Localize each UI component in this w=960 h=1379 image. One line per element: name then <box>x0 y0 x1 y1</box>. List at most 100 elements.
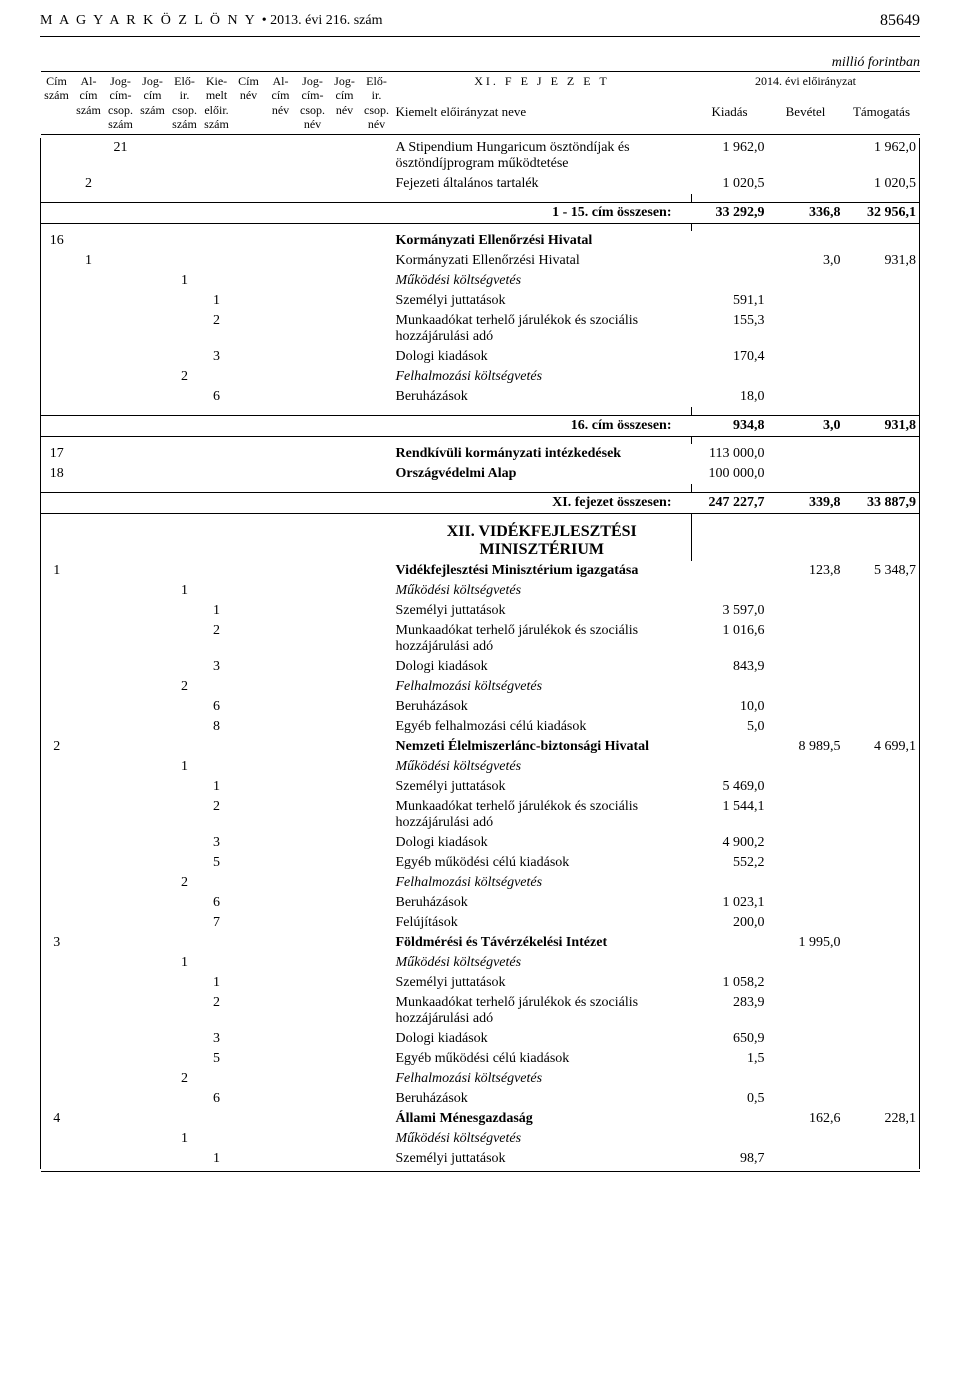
row-desc: Személyi juttatások <box>393 291 692 311</box>
code-cell <box>169 893 201 913</box>
code-cell <box>137 291 169 311</box>
code-cell: 5 <box>201 853 233 873</box>
table-body: 21A Stipendium Hungaricum ösztöndíjak és… <box>41 138 920 1171</box>
code-cell <box>201 231 233 251</box>
code-cell <box>105 697 137 717</box>
code-cell <box>329 387 361 407</box>
value-kiadas: 113 000,0 <box>692 444 768 464</box>
col-h10: Jog-cím név <box>329 72 361 135</box>
code-cell <box>297 347 329 367</box>
code-cell <box>201 138 233 174</box>
value-tamogatas <box>844 797 920 833</box>
code-cell <box>329 757 361 777</box>
code-cell <box>329 138 361 174</box>
row-desc: Vidékfejlesztési Minisztérium igazgatása <box>393 561 692 581</box>
code-cell <box>361 347 393 367</box>
code-cell <box>73 1069 105 1089</box>
value-bevetel <box>768 913 844 933</box>
value-bevetel: 3,0 <box>768 251 844 271</box>
value-tamogatas: 5 348,7 <box>844 561 920 581</box>
table-row: 1Személyi juttatások591,1 <box>41 291 920 311</box>
value-bevetel <box>768 387 844 407</box>
code-cell <box>105 1049 137 1069</box>
code-cell <box>361 1149 393 1169</box>
value-tamogatas <box>844 757 920 777</box>
code-cell <box>73 873 105 893</box>
code-cell <box>361 1109 393 1129</box>
code-cell <box>233 347 265 367</box>
code-cell <box>137 993 169 1029</box>
code-cell <box>361 251 393 271</box>
code-cell <box>201 1129 233 1149</box>
code-cell <box>329 464 361 484</box>
value-bevetel <box>768 601 844 621</box>
code-cell <box>105 933 137 953</box>
code-cell <box>73 1029 105 1049</box>
row-desc: Felhalmozási költségvetés <box>393 367 692 387</box>
value-bevetel <box>768 138 844 174</box>
code-cell <box>105 387 137 407</box>
code-cell <box>73 757 105 777</box>
code-cell <box>201 933 233 953</box>
spacer-row <box>41 484 920 492</box>
code-cell <box>297 1029 329 1049</box>
code-cell <box>41 993 73 1029</box>
code-cell <box>329 1149 361 1169</box>
value-kiadas <box>692 677 768 697</box>
code-cell <box>265 993 297 1029</box>
code-cell <box>297 387 329 407</box>
code-cell <box>329 913 361 933</box>
code-cell <box>73 1109 105 1129</box>
code-cell <box>73 717 105 737</box>
code-cell <box>201 367 233 387</box>
code-cell <box>105 993 137 1029</box>
row-desc: Fejezeti általános tartalék <box>393 174 692 194</box>
code-cell <box>297 1049 329 1069</box>
code-cell <box>105 601 137 621</box>
code-cell <box>265 251 297 271</box>
row-desc: Egyéb felhalmozási célú kiadások <box>393 717 692 737</box>
code-cell <box>169 621 201 657</box>
code-cell: 1 <box>169 1129 201 1149</box>
code-cell <box>329 1109 361 1129</box>
code-cell <box>169 387 201 407</box>
code-cell <box>233 174 265 194</box>
sum-v1: 934,8 <box>692 415 768 436</box>
row-desc: Működési költségvetés <box>393 581 692 601</box>
code-cell <box>233 833 265 853</box>
sum-v1: 33 292,9 <box>692 202 768 223</box>
code-cell <box>137 657 169 677</box>
code-cell <box>169 251 201 271</box>
code-cell <box>41 311 73 347</box>
code-cell <box>105 797 137 833</box>
table-row: 1Működési költségvetés <box>41 1129 920 1149</box>
spacer-row <box>41 194 920 202</box>
code-cell <box>73 367 105 387</box>
code-cell <box>329 873 361 893</box>
code-cell <box>169 1089 201 1109</box>
year-label: 2014. évi előirányzat <box>692 72 920 102</box>
code-cell <box>105 271 137 291</box>
code-cell <box>265 1049 297 1069</box>
code-cell <box>169 697 201 717</box>
code-cell <box>329 953 361 973</box>
value-kiadas <box>692 933 768 953</box>
gazette-name: M A G Y A R K Ö Z L Ö N Y <box>40 13 256 28</box>
code-cell <box>73 561 105 581</box>
row-desc: Munkaadókat terhelő járulékok és szociál… <box>393 797 692 833</box>
row-desc: Személyi juttatások <box>393 777 692 797</box>
col-h2: Al-cím szám <box>73 72 105 135</box>
code-cell <box>265 717 297 737</box>
code-cell <box>265 601 297 621</box>
code-cell <box>233 271 265 291</box>
code-cell <box>297 367 329 387</box>
code-cell <box>201 561 233 581</box>
code-cell <box>233 893 265 913</box>
table-row: 1Személyi juttatások98,7 <box>41 1149 920 1169</box>
code-cell <box>361 993 393 1029</box>
code-cell <box>169 1109 201 1129</box>
code-cell <box>297 973 329 993</box>
code-cell <box>137 231 169 251</box>
value-kiadas: 1,5 <box>692 1049 768 1069</box>
value-kiadas <box>692 1129 768 1149</box>
